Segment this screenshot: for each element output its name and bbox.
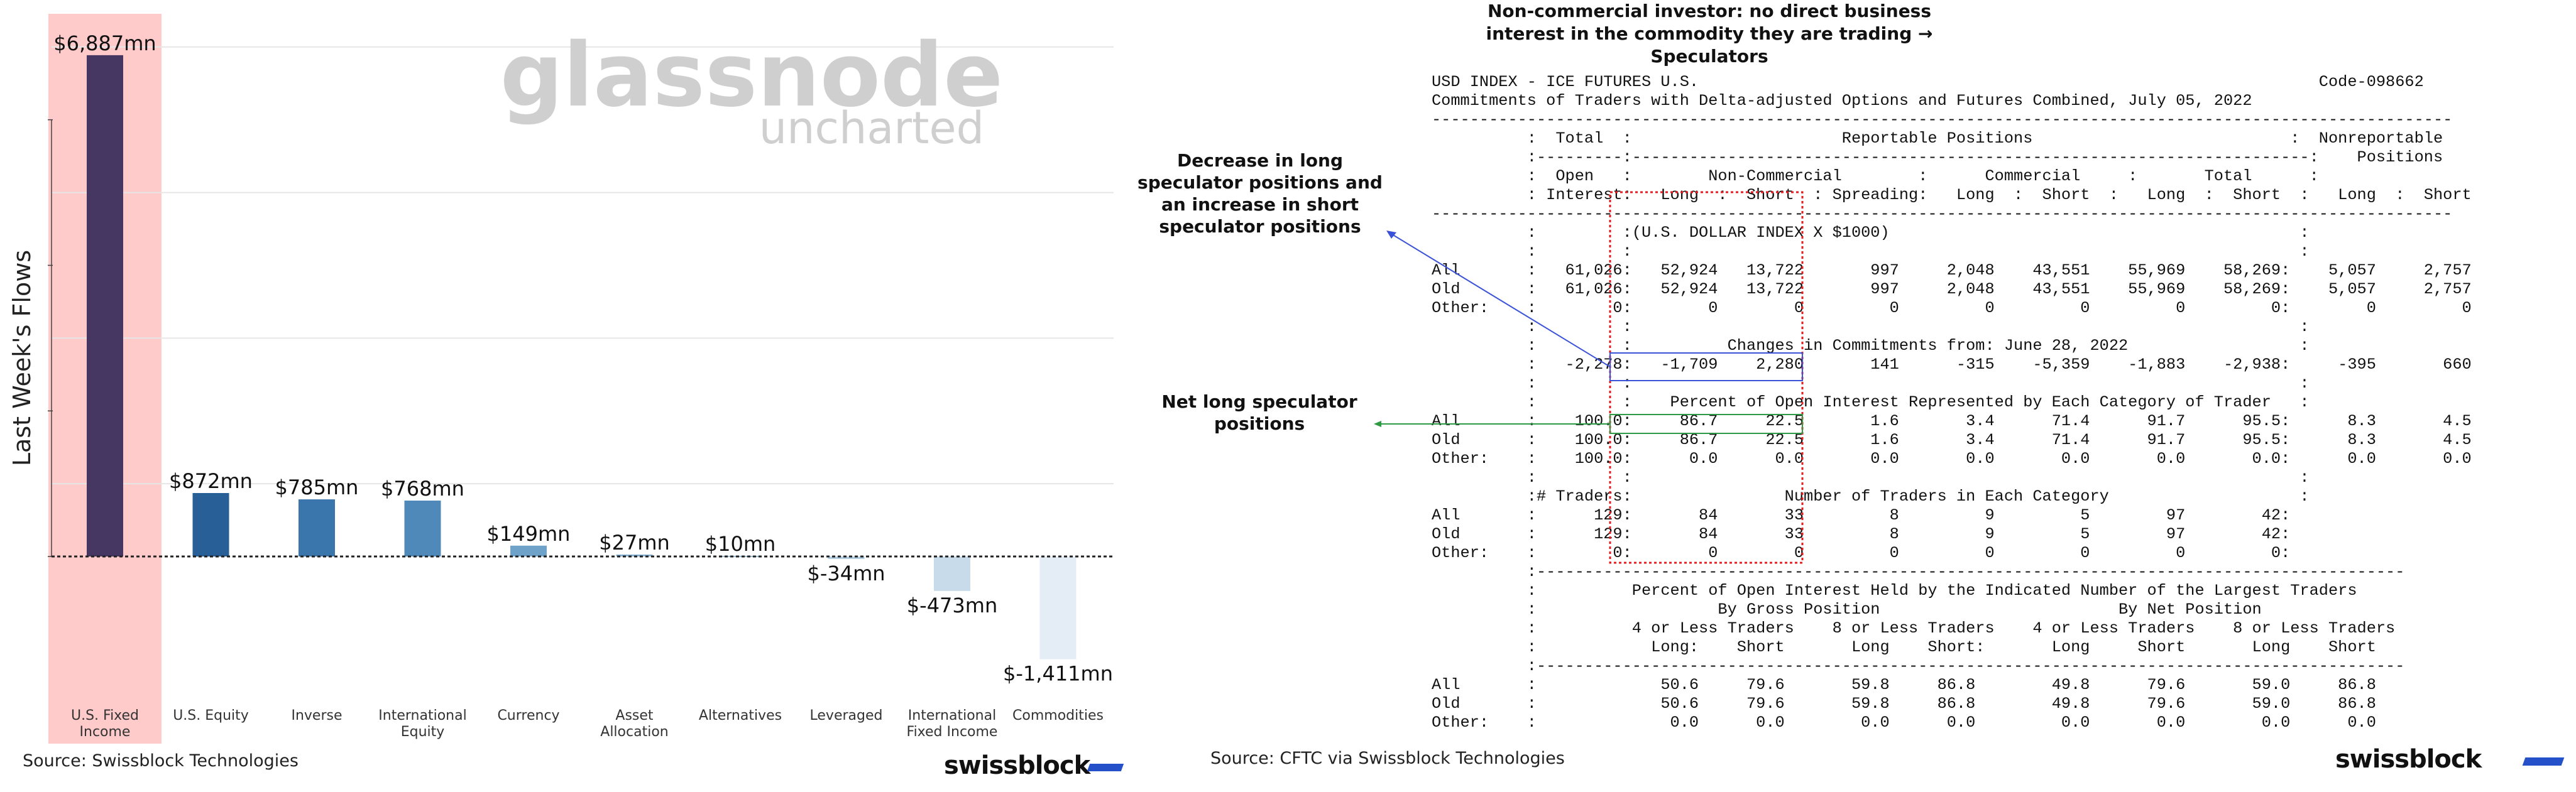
category-label: Alternatives xyxy=(699,708,782,724)
left-brand-mark-icon xyxy=(1087,764,1124,771)
data-label: $10mn xyxy=(705,532,776,556)
flows-chart-panel: glassnode uncharted $6,887mn $872mn $785mn… xyxy=(0,0,1131,792)
watermark-uncharted: uncharted xyxy=(759,102,984,154)
bar-commodities xyxy=(1039,556,1077,659)
flows-bar-chart: glassnode uncharted $6,887mn $872mn $785mn… xyxy=(8,14,1114,744)
bar-international-fixed-income xyxy=(934,556,970,591)
bar-u-s-fixed-income xyxy=(87,55,123,557)
cot-report-text: USD INDEX - ICE FUTURES U.S. Code-098662… xyxy=(1432,73,2472,732)
noncommercial-highlight-box xyxy=(1609,191,1804,564)
category-label: U.S. Fixed Income xyxy=(71,708,139,740)
data-label: $785mn xyxy=(275,475,359,499)
category-label: Currency xyxy=(497,708,559,724)
category-label: Asset Allocation xyxy=(600,708,668,740)
net-long-arrow-head-icon xyxy=(1374,421,1381,427)
percent-highlight-box xyxy=(1609,414,1803,434)
category-label: International Fixed Income xyxy=(907,708,998,740)
annotation-decrease: Decrease in long speculator positions an… xyxy=(1137,150,1383,237)
decrease-arrow-head-icon xyxy=(1386,231,1396,239)
right-source: Source: CFTC via Swissblock Technologies xyxy=(1210,749,1565,768)
data-label: $-34mn xyxy=(807,561,885,585)
data-label: $-473mn xyxy=(907,594,997,617)
annotation-net-long: Net long speculator positions xyxy=(1161,391,1357,434)
cot-report-panel: Non-commercial investor: no direct busin… xyxy=(1131,0,2576,792)
category-label: International Equity xyxy=(378,708,466,740)
category-label: Inverse xyxy=(291,708,342,724)
changes-highlight-box xyxy=(1609,352,1803,381)
data-label: $27mn xyxy=(599,531,670,555)
bar-asset-allocation xyxy=(616,554,653,557)
decrease-arrow xyxy=(1388,232,1611,367)
left-source: Source: Swissblock Technologies xyxy=(23,751,299,771)
bar-u-s-equity xyxy=(192,492,229,557)
report-title: Non-commercial investor: no direct busin… xyxy=(1486,1,1933,67)
data-label: $6,887mn xyxy=(53,31,156,55)
report-overlay xyxy=(1374,191,1804,564)
bars xyxy=(87,55,1077,659)
bar-international-equity xyxy=(404,501,441,557)
category-label: Leveraged xyxy=(810,708,883,724)
watermark-glassnode: glassnode xyxy=(500,24,1003,127)
bar-currency xyxy=(510,545,547,557)
bar-inverse xyxy=(299,499,335,557)
y-axis-label: Last Week's Flows xyxy=(8,250,36,466)
bar-leveraged xyxy=(828,556,865,559)
category-label: Commodities xyxy=(1012,708,1104,724)
data-label: $149mn xyxy=(487,522,571,546)
category-labels: U.S. Fixed Income U.S. Equity Inverse Intern… xyxy=(71,708,1104,740)
bar-alternatives xyxy=(722,555,759,557)
left-brand-logo: swissblock xyxy=(944,751,1090,780)
gridlines xyxy=(48,46,1114,557)
data-labels: $6,887mn $872mn $785mn $768mn $149mn $27mn $10… xyxy=(53,31,1113,686)
data-label: $-1,411mn xyxy=(1003,662,1113,686)
data-label: $872mn xyxy=(169,469,253,493)
category-label: U.S. Equity xyxy=(173,708,249,724)
right-brand-mark-icon xyxy=(2522,757,2565,766)
right-brand-logo: swissblock xyxy=(2335,745,2482,774)
data-label: $768mn xyxy=(381,477,464,501)
